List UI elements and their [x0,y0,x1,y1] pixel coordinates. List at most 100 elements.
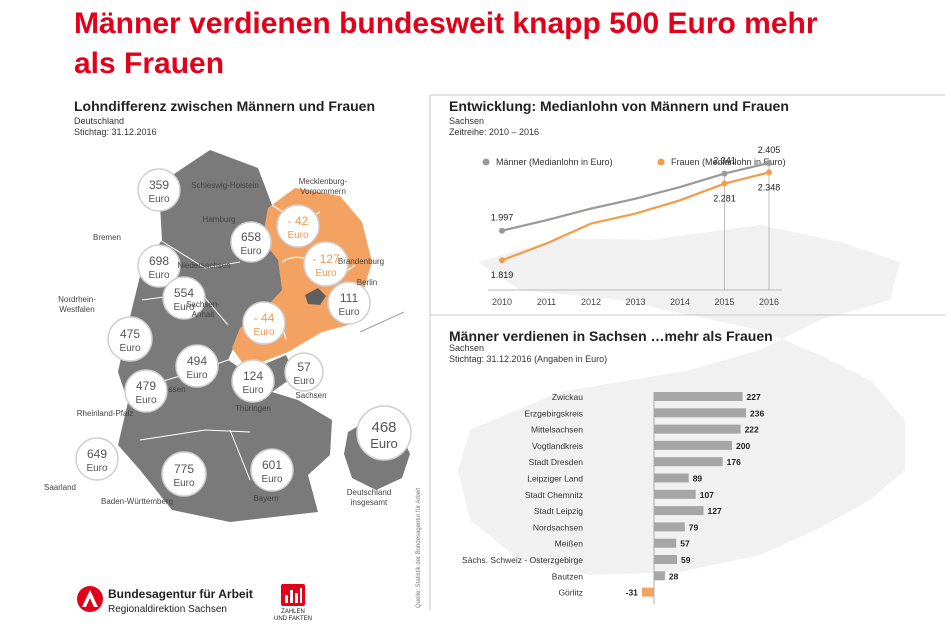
value-hessen: 494 [187,354,207,368]
value-hamburg: 658 [241,230,261,244]
bar-nordsachsen [654,522,685,532]
map-date: Stichtag: 31.12.2016 [74,127,157,137]
unit-baden-wuerttemberg: Euro [173,478,195,489]
point-0-2016 [766,159,772,166]
bar-erzgebirgskreis [654,408,747,418]
bar-zwickau [654,392,743,401]
category-label-stadt-leipzig: Stadt Leipzig [534,506,583,516]
label-sachsen-anhalt-2: Anhalt [192,310,215,319]
value-label-meissen: 57 [680,539,690,549]
x-tick-2016: 2016 [759,297,779,307]
category-label-mittelsachsen: Mittelsachsen [531,425,583,435]
value-sachsen: 57 [297,360,311,374]
data-label-0-2010: 1.997 [491,213,514,223]
x-tick-2010: 2010 [492,297,512,307]
label-schleswig-holstein: Schleswig-Holstein [191,181,259,190]
label-baden-wuerttemberg: Baden-Württemberg [101,497,173,506]
bar-vogtlandkreis [654,440,732,450]
circle-deutschland-insgesamt [356,405,412,461]
circle-bayern [250,448,294,492]
point-1-2010 [499,257,505,264]
value-label-nordsachsen: 79 [689,522,699,532]
label-berlin: Berlin [357,278,377,287]
bar-leipziger-land [654,473,689,483]
bar-mittelsachsen [654,424,741,434]
label-bremen: Bremen [93,233,121,242]
circle-sachsen-anhalt [242,301,286,345]
x-tick-2012: 2012 [581,297,601,307]
value-label-goerlitz: -31 [626,588,639,598]
agency-subtitle: Regionaldirektion Sachsen [108,604,227,615]
legend-marker-1 [657,158,665,166]
unit-thueringen: Euro [242,385,264,396]
value-label-stadt-dresden: 176 [727,457,741,467]
bar-goerlitz [641,587,654,597]
label-sachsen-anhalt: Sachsen- [186,300,220,309]
legend-label-1: Frauen (Medianlohn in Euro) [671,157,786,167]
label-sachsen: Sachsen [295,391,326,400]
value-saarland: 649 [87,447,107,461]
category-label-stadt-dresden: Stadt Dresden [529,457,584,467]
circle-brandenburg [303,241,349,287]
value-schleswig-holstein: 359 [149,178,169,192]
label-nordrhein-westfalen-2: Westfalen [59,305,94,314]
value-label-saechs-schweiz-osterzgebirge: 59 [681,555,691,565]
value-bayern: 601 [262,458,282,472]
label-deutschland-insgesamt-2: insgesamt [351,498,388,507]
bar-chart-date: Stichtag: 31.12.2016 (Angaben in Euro) [449,354,608,364]
legend-label-0: Männer (Medianlohn in Euro) [496,157,613,167]
label-nordrhein-westfalen: Nordrhein- [58,295,96,304]
value-label-mittelsachsen: 222 [745,425,759,435]
data-label-0-2015: 2.341 [713,156,736,166]
unit-rheinland-pfalz: Euro [135,395,157,406]
x-tick-2015: 2015 [714,297,734,307]
label-mecklenburg-vorpommern: Mecklenburg- [299,177,348,186]
value-label-vogtlandkreis: 200 [736,441,750,451]
label-brandenburg: Brandenburg [338,257,384,266]
circle-thueringen [231,359,275,403]
bar-meissen [654,538,677,548]
category-label-meissen: Meißen [555,539,584,549]
bar-stadt-chemnitz [654,489,696,499]
x-tick-2014: 2014 [670,297,690,307]
unit-mecklenburg-vorpommern: Euro [287,230,309,241]
label-deutschland-insgesamt: Deutschland [347,488,391,497]
unit-berlin: Euro [338,307,360,318]
data-label-1-2015: 2.281 [713,194,736,204]
circle-nordrhein-westfalen [107,316,153,362]
unit-saarland: Euro [86,463,108,474]
line-chart-period: Zeitreihe: 2010 – 2016 [449,127,540,137]
value-brandenburg: - 127 [312,252,340,266]
circle-schleswig-holstein [137,168,181,212]
label-niedersachsen: Niedersachsen [177,261,230,270]
map-region: Deutschland [74,116,125,126]
circle-saarland [75,437,119,481]
category-label-erzgebirgskreis: Erzgebirgskreis [524,408,583,418]
x-tick-2013: 2013 [625,297,645,307]
point-0-2015 [721,170,728,177]
circle-niedersachsen [162,276,206,320]
line-chart-region: Sachsen [449,116,485,126]
bar-stadt-dresden [654,457,723,467]
category-label-goerlitz: Görlitz [558,588,583,598]
circle-baden-wuerttemberg [161,451,207,497]
circle-hamburg [230,221,272,263]
bar-chart-region: Sachsen [449,343,485,353]
unit-schleswig-holstein: Euro [148,194,170,205]
legend-marker-0 [482,158,490,166]
label-thueringen: Thüringen [235,404,271,413]
value-label-stadt-chemnitz: 107 [700,490,714,500]
unit-hessen: Euro [186,370,208,381]
map-west-germany-shape [118,150,332,522]
label-saarland: Saarland [44,483,76,492]
value-mecklenburg-vorpommern: - 42 [288,214,309,228]
unit-sachsen: Euro [293,376,315,387]
value-baden-wuerttemberg: 775 [174,462,194,476]
circle-bremen [137,244,181,288]
bar-stadt-leipzig [654,506,704,516]
point-0-2010 [499,227,505,234]
value-label-stadt-leipzig: 127 [708,506,722,516]
circle-mecklenburg-vorpommern [276,204,320,248]
unit-niedersachsen: Euro [173,302,195,313]
